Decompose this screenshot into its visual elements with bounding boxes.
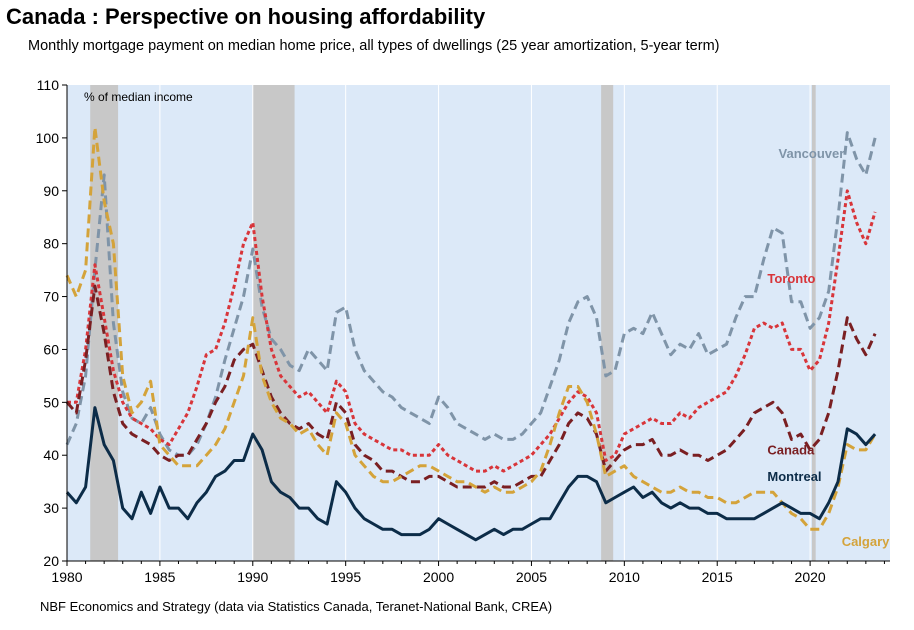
series-label-canada: Canada [767,443,815,458]
y-tick-label: 90 [43,183,59,199]
x-tick-label: 1995 [330,569,361,585]
y-axis-unit-label: % of median income [84,90,193,104]
y-tick-label: 40 [43,447,59,463]
x-tick-label: 1985 [144,569,175,585]
series-label-vancouver: Vancouver [779,146,845,161]
series-line-montreal [65,406,877,542]
recession-band [252,85,295,561]
y-tick-label: 60 [43,341,59,357]
source-note: NBF Economics and Strategy (data via Sta… [40,599,553,614]
series-line-toronto [67,189,877,473]
series-line-canada [65,284,877,489]
x-tick-label: 2000 [423,569,454,585]
chart-title: Canada : Perspective on housing affordab… [6,4,486,29]
y-tick-label: 30 [43,500,59,516]
y-tick-label: 50 [43,394,59,410]
y-tick-label: 100 [36,130,60,146]
x-tick-label: 2015 [702,569,733,585]
series-line-calgary [65,125,877,531]
y-tick-label: 20 [43,553,59,569]
housing-affordability-chart: 20 30 40 50 60 70 80 90 100 110 1980 1985 1990 1995 20… [36,77,891,585]
series-label-montreal: Montreal [767,469,821,484]
x-tick-label: 2005 [516,569,547,585]
x-tick-label: 1990 [237,569,268,585]
x-tick-label: 1980 [51,569,82,585]
x-tick-label: 2020 [795,569,826,585]
y-tick-label: 80 [43,236,59,252]
series-label-calgary: Calgary [842,534,890,549]
recession-band [601,85,614,561]
plot-area [67,85,890,561]
y-tick-label: 110 [37,77,60,93]
x-tick-label: 2010 [609,569,640,585]
series-label-toronto: Toronto [767,271,815,286]
y-tick-label: 70 [43,289,59,305]
series-line-vancouver [65,131,877,457]
chart-subtitle: Monthly mortgage payment on median home … [28,38,720,54]
